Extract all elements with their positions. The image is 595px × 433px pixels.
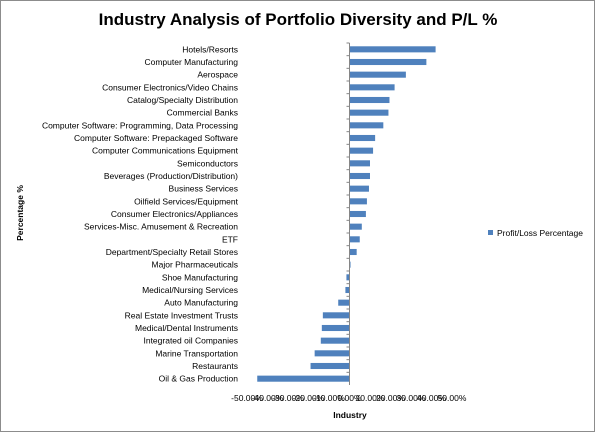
- bar: [349, 71, 406, 78]
- bar: [349, 223, 362, 230]
- x-axis-title: Industry: [333, 410, 367, 420]
- category-label: Hotels/Resorts: [182, 44, 238, 54]
- legend-label: Profit/Loss Percentage: [497, 228, 583, 238]
- category-label: Computer Manufacturing: [144, 57, 238, 67]
- category-label: Semiconductors: [177, 158, 238, 168]
- x-tick-label: 30.00%: [397, 393, 426, 403]
- category-label: Commercial Banks: [167, 108, 238, 118]
- category-label: Oilfield Services/Equipment: [134, 196, 239, 206]
- bar: [349, 210, 366, 218]
- x-tick-label: 50.00%: [438, 393, 467, 403]
- category-label: Medical/Nursing Services: [142, 285, 238, 295]
- category-label: Department/Specialty Retail Stores: [106, 247, 238, 257]
- bar: [322, 312, 350, 319]
- category-label: Beverages (Production/Distribution): [104, 171, 238, 181]
- chart-title: Industry Analysis of Portfolio Diversity…: [99, 10, 498, 29]
- bar: [349, 84, 395, 91]
- category-label: Auto Manufacturing: [164, 298, 238, 308]
- x-tick-label: 10.00%: [356, 393, 385, 403]
- category-label: Computer Software: Programming, Data Pro…: [42, 120, 238, 130]
- category-label: Restaurants: [192, 361, 238, 371]
- bar: [345, 286, 350, 294]
- bar: [320, 337, 350, 344]
- y-axis-title: Percentage %: [15, 185, 25, 241]
- category-label: Aerospace: [197, 70, 238, 80]
- legend: Profit/Loss Percentage: [488, 228, 583, 238]
- category-label: Catalog/Specialty Distribution: [127, 95, 238, 105]
- category-label: Integrated oil Companies: [143, 336, 238, 346]
- bar: [349, 46, 436, 53]
- category-label: Shoe Manufacturing: [162, 272, 238, 282]
- bar: [349, 96, 390, 104]
- x-tick-label: -10.00%: [313, 393, 345, 403]
- bars-layer: [257, 46, 436, 382]
- x-tick-label: 20.00%: [376, 393, 405, 403]
- bar: [338, 299, 350, 306]
- bar: [349, 172, 370, 180]
- legend-swatch: [488, 230, 493, 235]
- bar: [349, 109, 389, 116]
- bar: [349, 248, 357, 256]
- category-label: Oil & Gas Production: [159, 374, 239, 384]
- bar: [349, 134, 376, 142]
- x-tick-label: -20.00%: [293, 393, 325, 403]
- category-label: Medical/Dental Instruments: [135, 323, 238, 333]
- category-label: Consumer Electronics/Video Chains: [102, 82, 238, 92]
- category-label: Computer Communications Equipment: [92, 146, 239, 156]
- bar: [349, 185, 369, 192]
- bar: [349, 58, 427, 66]
- bar: [314, 350, 350, 357]
- category-label: Computer Software: Prepackaged Software: [74, 133, 238, 143]
- bar: [257, 375, 350, 382]
- x-tick-label: -40.00%: [252, 393, 284, 403]
- bar: [310, 362, 350, 370]
- category-label: Services-Misc. Amusement & Recreation: [84, 222, 238, 232]
- bar: [321, 324, 350, 332]
- category-label: Consumer Electronics/Appliances: [111, 209, 238, 219]
- x-tick-label: 0.00%: [337, 393, 362, 403]
- category-label: Business Services: [169, 184, 238, 194]
- bar: [346, 274, 350, 281]
- category-label: Real Estate Investment Trusts: [125, 310, 238, 320]
- category-label: Marine Transportation: [155, 348, 238, 358]
- x-tick-label: 40.00%: [417, 393, 446, 403]
- x-axis-ticks: -50.00%-40.00%-30.00%-20.00%-10.00%0.00%…: [231, 42, 467, 403]
- category-labels: Hotels/Resorts Computer Manufacturing Aero…: [42, 44, 239, 383]
- bar: [349, 160, 370, 167]
- bar: [349, 122, 384, 129]
- category-label: ETF: [222, 234, 238, 244]
- bar: [349, 147, 374, 154]
- x-tick-label: -50.00%: [231, 393, 263, 403]
- bar: [349, 261, 351, 268]
- category-label: Major Pharmaceuticals: [152, 260, 238, 270]
- bar: [349, 236, 360, 243]
- bar: [349, 198, 367, 205]
- x-tick-label: -30.00%: [272, 393, 304, 403]
